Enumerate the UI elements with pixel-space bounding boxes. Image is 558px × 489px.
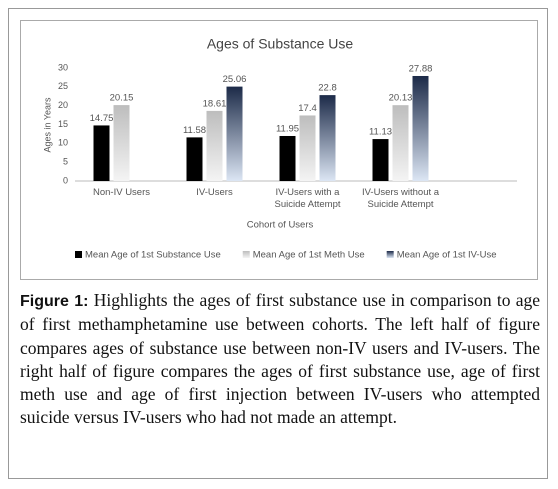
figure-frame bbox=[8, 8, 548, 479]
bar bbox=[113, 105, 130, 181]
legend-label: Mean Age of 1st Substance Use bbox=[85, 250, 221, 261]
bar bbox=[412, 75, 429, 181]
chart-frame bbox=[20, 20, 538, 280]
legend-swatch bbox=[242, 251, 250, 258]
value-label: 27.88 bbox=[409, 64, 433, 75]
bar bbox=[299, 115, 316, 181]
value-label: 22.8 bbox=[318, 83, 337, 94]
y-tick-label: 30 bbox=[58, 62, 68, 72]
x-tick-label: IV-Users with a Suicide Attempt bbox=[274, 187, 341, 210]
value-label: 20.15 bbox=[110, 93, 134, 104]
value-label: 17.4 bbox=[298, 103, 317, 114]
bar bbox=[392, 105, 409, 181]
caption: Figure 1: Highlights the ages of first s… bbox=[20, 289, 540, 430]
value-label: 18.61 bbox=[203, 98, 227, 109]
legend-swatch bbox=[75, 251, 82, 258]
chart: Ages of Substance Use Ages in Years Coho… bbox=[42, 36, 517, 261]
y-tick-label: 20 bbox=[58, 100, 68, 110]
x-tick-label: IV-Users without a Suicide Attempt bbox=[361, 187, 440, 210]
value-label: 11.58 bbox=[183, 125, 206, 136]
value-label: 25.06 bbox=[223, 74, 247, 85]
legend-label: Mean Age of 1st Meth Use bbox=[253, 250, 365, 261]
bar bbox=[372, 139, 389, 181]
legend-label: Mean Age of 1st IV-Use bbox=[397, 250, 497, 261]
chart-title: Ages of Substance Use bbox=[207, 36, 354, 52]
value-label: 11.95 bbox=[276, 124, 299, 135]
y-tick-label: 25 bbox=[58, 81, 68, 91]
x-axis-label: Cohort of Users bbox=[247, 220, 314, 231]
legend-swatch bbox=[386, 251, 394, 258]
bar bbox=[226, 86, 243, 181]
bar bbox=[206, 110, 223, 181]
bar bbox=[319, 95, 336, 181]
caption-label: Figure 1: bbox=[20, 293, 89, 310]
x-tick-label: Non-IV Users bbox=[92, 187, 150, 198]
caption-text: Highlights the ages of first substance u… bbox=[20, 290, 541, 428]
bar bbox=[93, 125, 110, 181]
y-tick-label: 5 bbox=[63, 157, 68, 167]
y-tick-label: 15 bbox=[58, 119, 68, 129]
y-tick-label: 0 bbox=[63, 175, 68, 185]
x-tick-label: IV-Users bbox=[196, 187, 233, 198]
value-label: 20.13 bbox=[389, 93, 413, 104]
y-axis-label: Ages in Years bbox=[42, 97, 52, 153]
y-tick-label: 10 bbox=[58, 138, 68, 148]
bar bbox=[279, 135, 296, 181]
value-label: 14.75 bbox=[90, 113, 114, 124]
bar bbox=[186, 137, 203, 181]
value-label: 11.13 bbox=[369, 127, 392, 138]
